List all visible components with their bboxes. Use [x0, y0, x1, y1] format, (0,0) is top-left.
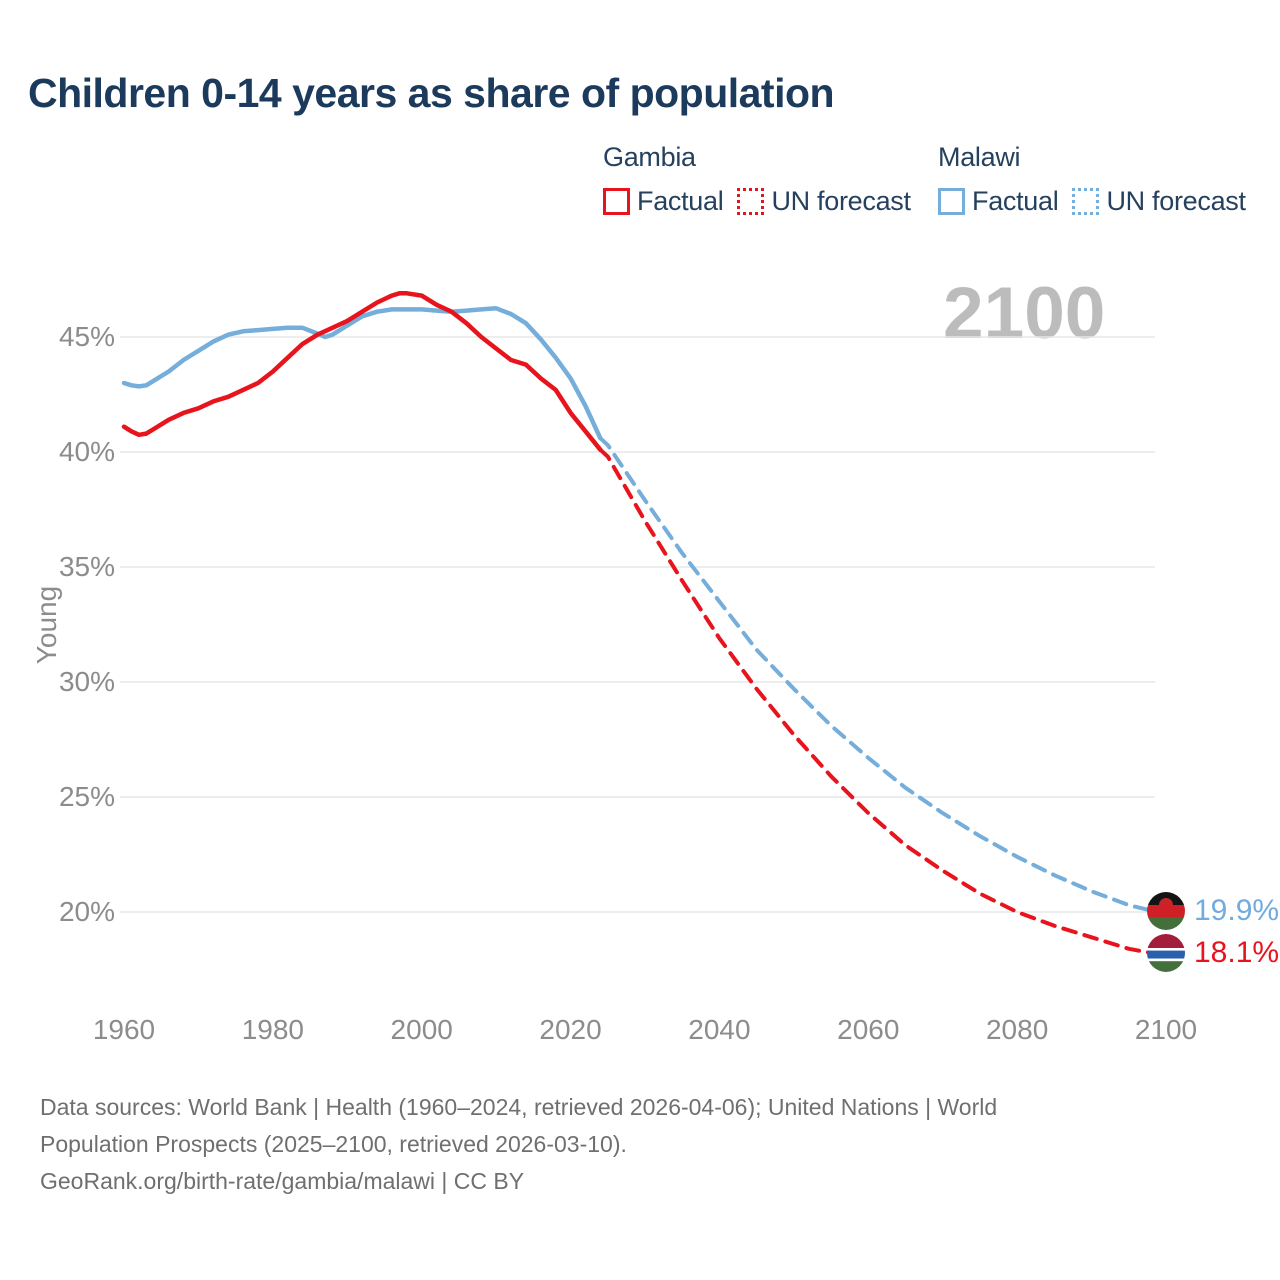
- malawi-factual-swatch-icon: [938, 188, 965, 215]
- end-value-gambia: 18.1%: [1194, 936, 1280, 969]
- y-axis-title: Young: [31, 585, 62, 665]
- x-axis-tick-label: 2080: [985, 1014, 1049, 1045]
- malawi-flag-icon: [1147, 892, 1185, 930]
- malawi-forecast-swatch-icon: [1072, 188, 1100, 215]
- series-malawi-un-forecast: [598, 436, 1168, 917]
- legend-item-label: UN forecast: [771, 186, 911, 216]
- legend-item-label: Factual: [972, 186, 1059, 216]
- gambia-factual-swatch-icon: [603, 188, 630, 215]
- y-axis-tick-label: 20%: [58, 896, 115, 927]
- x-axis-tick-label: 1960: [92, 1014, 156, 1045]
- legend-country-name: Gambia: [603, 142, 696, 172]
- x-axis-tick-label: 1980: [241, 1014, 304, 1045]
- page-title: Children 0-14 years as share of populati…: [28, 70, 835, 116]
- x-axis-tick-label: 2060: [837, 1014, 900, 1045]
- y-axis-tick-label: 30%: [58, 666, 115, 697]
- gambia-flag-icon: [1147, 934, 1185, 972]
- legend-item-malawi-forecast[interactable]: UN forecast: [1072, 186, 1246, 217]
- data-sources-note: Data sources: World Bank | Health (1960–…: [40, 1089, 997, 1200]
- legend-group-malawi: Malawi Factual UN forecast: [938, 142, 1246, 217]
- x-axis-tick-label: 2100: [1134, 1014, 1198, 1045]
- y-axis-tick-label: 45%: [58, 321, 115, 352]
- legend-items: Factual UN forecast: [603, 186, 911, 217]
- legend-item-label: UN forecast: [1106, 186, 1246, 216]
- y-axis-tick-label: 35%: [58, 551, 115, 582]
- series-malawi-factual: [121, 306, 603, 441]
- gambia-forecast-swatch-icon: [737, 188, 765, 215]
- data-sources-line1: Data sources: World Bank | Health (1960–…: [40, 1094, 998, 1120]
- series-gambia-un-forecast: [598, 447, 1168, 958]
- legend-item-gambia-factual[interactable]: Factual: [603, 186, 724, 217]
- end-label-gambia: 18.1%: [1147, 934, 1279, 972]
- year-watermark: 2100: [943, 273, 1106, 354]
- data-sources-line3: GeoRank.org/birth-rate/gambia/malawi | C…: [40, 1168, 525, 1194]
- legend-item-label: Factual: [637, 186, 724, 216]
- y-axis-tick-label: 40%: [58, 436, 115, 467]
- series-gambia-factual: [121, 291, 603, 452]
- x-axis-tick-label: 2020: [539, 1014, 602, 1045]
- legend-group-gambia: Gambia Factual UN forecast: [603, 142, 911, 217]
- legend-items: Factual UN forecast: [938, 186, 1246, 217]
- y-axis-tick-label: 25%: [58, 781, 115, 812]
- legend-item-gambia-forecast[interactable]: UN forecast: [737, 186, 911, 217]
- end-value-malawi: 19.9%: [1194, 894, 1280, 927]
- x-axis-tick-label: 2040: [688, 1014, 751, 1045]
- legend-item-malawi-factual[interactable]: Factual: [938, 186, 1059, 217]
- legend-country-name: Malawi: [938, 142, 1021, 172]
- x-axis-tick-label: 2000: [390, 1014, 453, 1045]
- end-label-malawi: 19.9%: [1147, 892, 1279, 930]
- data-sources-line2: Population Prospects (2025–2100, retriev…: [40, 1131, 627, 1157]
